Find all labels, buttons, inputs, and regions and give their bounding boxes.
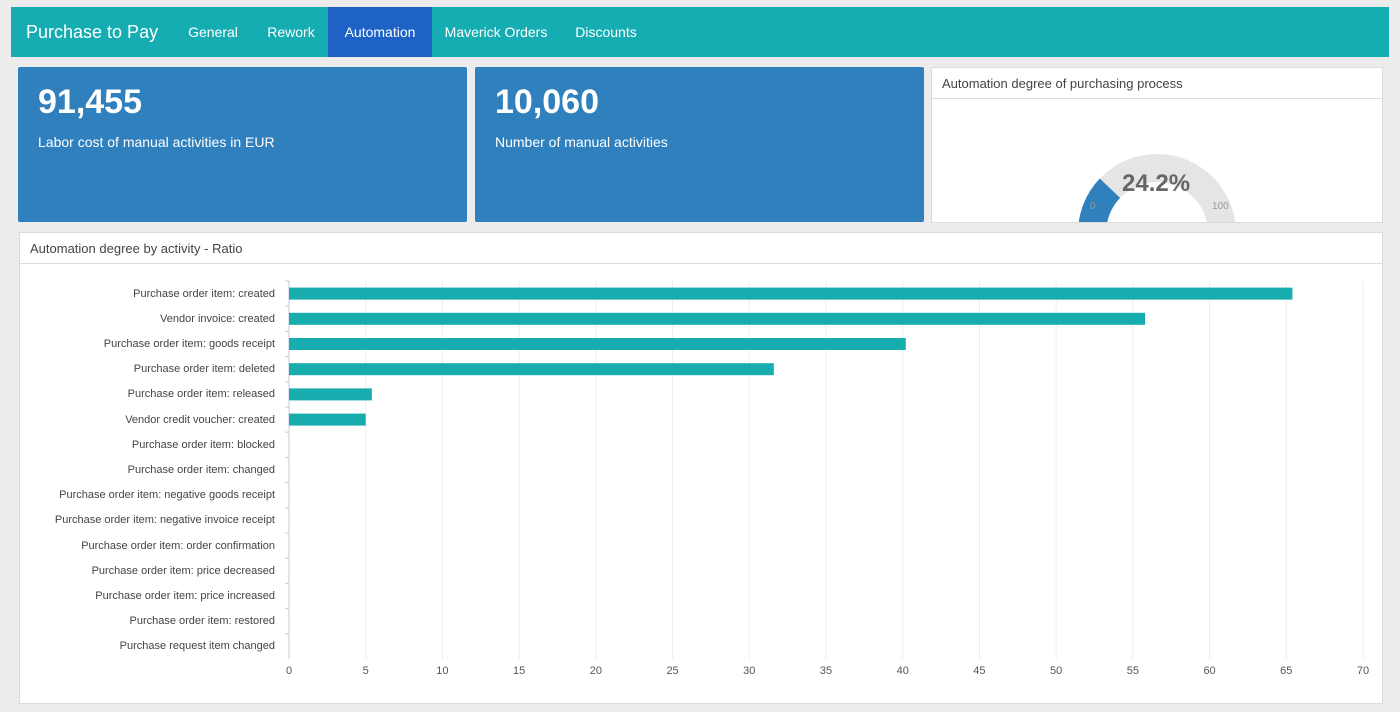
category-label: Purchase order item: changed bbox=[127, 464, 275, 476]
x-tick-label: 25 bbox=[666, 665, 678, 677]
category-label: Purchase order item: order confirmation bbox=[81, 539, 275, 552]
gauge-value: 24.2% bbox=[1122, 170, 1191, 197]
gauge-min-label: 0 bbox=[1090, 201, 1096, 212]
x-tick-label: 55 bbox=[1127, 665, 1139, 677]
tab-rework[interactable]: Rework bbox=[267, 24, 315, 40]
bar[interactable] bbox=[289, 388, 372, 401]
kpi-label: Number of manual activities bbox=[495, 134, 668, 150]
x-tick-label: 15 bbox=[513, 665, 525, 677]
x-tick-label: 65 bbox=[1280, 665, 1292, 677]
x-tick-label: 0 bbox=[286, 665, 292, 677]
tab-automation[interactable]: Automation bbox=[328, 7, 432, 57]
category-label: Purchase order item: released bbox=[127, 388, 275, 401]
x-tick-label: 40 bbox=[897, 665, 909, 677]
category-label: Purchase order item: blocked bbox=[131, 438, 275, 451]
kpi-label: Labor cost of manual activities in EUR bbox=[38, 134, 275, 150]
x-tick-label: 10 bbox=[436, 665, 448, 677]
category-label: Purchase order item: deleted bbox=[133, 363, 275, 376]
category-label: Purchase order item: negative goods rece… bbox=[59, 489, 275, 502]
kpi-value: 10,060 bbox=[495, 83, 599, 121]
category-label: Purchase order item: price increased bbox=[95, 590, 275, 602]
category-label: Vendor invoice: created bbox=[160, 312, 275, 325]
x-tick-label: 45 bbox=[973, 665, 985, 677]
panel-title: Automation degree by activity - Ratio bbox=[20, 233, 1382, 264]
bar[interactable] bbox=[289, 363, 774, 376]
category-label: Purchase order item: restored bbox=[129, 615, 275, 628]
bar[interactable] bbox=[289, 287, 1293, 300]
tab-maverick-orders[interactable]: Maverick Orders bbox=[444, 24, 548, 40]
x-tick-label: 50 bbox=[1050, 665, 1062, 677]
x-tick-label: 35 bbox=[820, 665, 832, 677]
bar-chart: 0 5 10 15 20 25 30 35 40 45 50 55 60 65 70 bbox=[285, 280, 1369, 677]
automation-gauge-panel: Automation degree of purchasing process … bbox=[931, 67, 1383, 223]
panel-title: Automation degree of purchasing process bbox=[932, 68, 1382, 99]
kpi-value: 91,455 bbox=[38, 83, 142, 121]
x-tick-label: 5 bbox=[363, 665, 369, 677]
tab-general[interactable]: General bbox=[188, 24, 238, 40]
activity-ratio-panel: Automation degree by activity - Ratio Pu… bbox=[19, 232, 1383, 704]
category-label: Purchase order item: created bbox=[133, 287, 275, 300]
x-tick-label: 30 bbox=[743, 665, 755, 677]
category-label: Purchase order item: goods receipt bbox=[103, 338, 275, 350]
bar[interactable] bbox=[289, 413, 366, 426]
category-label: Purchase order item: negative invoice re… bbox=[54, 514, 275, 527]
gauge-max-label: 100 bbox=[1212, 201, 1229, 212]
gauge-chart bbox=[1078, 154, 1236, 222]
category-label: Vendor credit voucher: created bbox=[125, 413, 275, 426]
category-label: Purchase request item changed bbox=[119, 640, 275, 653]
gauge-track bbox=[1078, 154, 1236, 222]
tab-discounts[interactable]: Discounts bbox=[575, 24, 637, 40]
kpi-labor-cost: 91,455 Labor cost of manual activities i… bbox=[18, 67, 467, 222]
bar[interactable] bbox=[289, 312, 1146, 325]
x-tick-label: 20 bbox=[590, 665, 602, 677]
kpi-manual-activities: 10,060 Number of manual activities bbox=[475, 67, 924, 222]
top-navbar: Purchase to Pay General Rework Automatio… bbox=[11, 7, 1389, 57]
x-tick-label: 70 bbox=[1357, 665, 1369, 677]
gauge-fill bbox=[1078, 178, 1121, 222]
bar[interactable] bbox=[289, 338, 906, 350]
app-brand[interactable]: Purchase to Pay bbox=[26, 22, 159, 42]
category-label: Purchase order item: price decreased bbox=[91, 564, 275, 577]
x-tick-label: 60 bbox=[1203, 665, 1215, 677]
